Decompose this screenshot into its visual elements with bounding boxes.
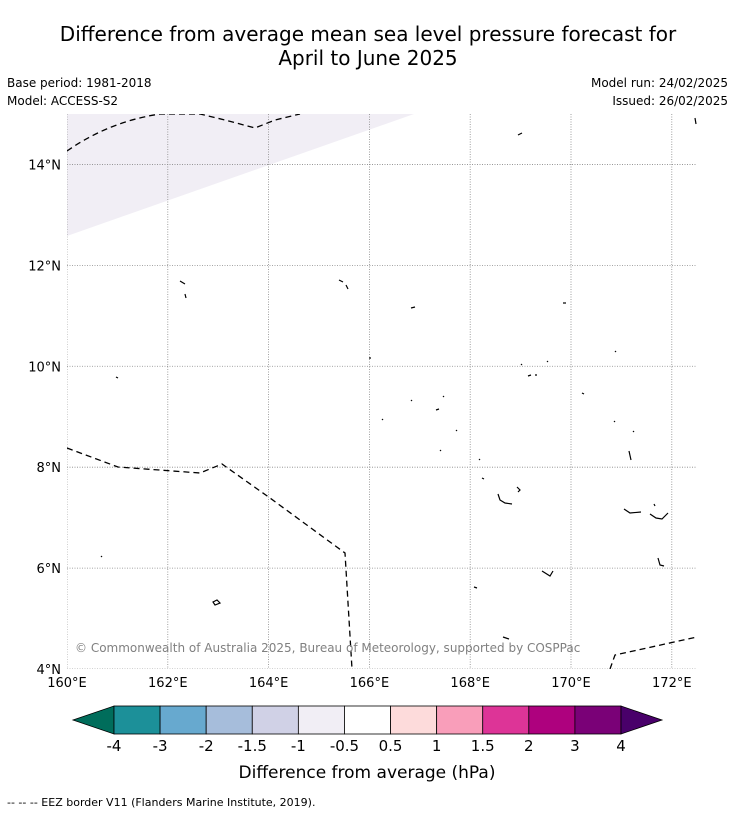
- map-plot-area: © Commonwealth of Australia 2025, Bureau…: [67, 114, 697, 669]
- base-period: Base period: 1981-2018: [7, 76, 152, 90]
- island: [581, 392, 585, 395]
- colorbar-segment: [113, 705, 161, 735]
- colorbar-segment: [344, 705, 391, 735]
- colorbar-tick-label: 3: [570, 737, 580, 755]
- island: [541, 570, 554, 577]
- island: [179, 280, 187, 299]
- x-tick-label: 168°E: [450, 676, 490, 691]
- island: [410, 306, 416, 309]
- y-tick-label: 12°N: [28, 259, 61, 274]
- colorbar: -4 -3 -2 -1.5 -1 -0.5 0.5 1 1.5 2 3 4: [71, 705, 664, 755]
- island: [516, 486, 521, 493]
- island: [502, 636, 510, 640]
- x-tick-label: 164°E: [249, 676, 289, 691]
- meta-right: Model run: 24/02/2025 Issued: 26/02/2025: [591, 74, 728, 110]
- colorbar-tick-label: -4: [107, 737, 122, 755]
- x-tick-label: 160°E: [47, 676, 87, 691]
- island: [520, 360, 549, 366]
- y-tick-label: 10°N: [28, 360, 61, 375]
- island: [653, 503, 656, 507]
- eez-borders: [67, 114, 697, 669]
- x-tick-label: 170°E: [551, 676, 591, 691]
- colorbar-extend-min: [71, 705, 115, 735]
- island: [212, 599, 222, 606]
- islands: [100, 117, 697, 640]
- title-line-1: Difference from average mean sea level p…: [59, 22, 677, 46]
- colorbar-tick-label: -3: [153, 737, 168, 755]
- anomaly-region: [67, 114, 414, 236]
- island: [338, 279, 349, 290]
- island: [613, 420, 635, 433]
- x-tick-label: 172°E: [652, 676, 692, 691]
- map-title: Difference from average mean sea level p…: [0, 22, 736, 70]
- colorbar-segment: [436, 705, 484, 735]
- colorbar-label: Difference from average (hPa): [239, 763, 496, 783]
- issued-date: Issued: 26/02/2025: [612, 94, 728, 108]
- colorbar-tick-label: -1: [291, 737, 306, 755]
- island: [517, 132, 523, 136]
- eez-legend: -- -- -- EEZ border V11 (Flanders Marine…: [7, 796, 316, 809]
- colorbar-segment: [390, 705, 438, 735]
- island: [497, 493, 513, 505]
- island: [649, 512, 669, 520]
- colorbar-segment: [205, 705, 253, 735]
- colorbar-tick-label: -2: [199, 737, 214, 755]
- colorbar-tick-label: 4: [616, 737, 626, 755]
- colorbar-segment: [482, 705, 530, 735]
- colorbar-segment: [251, 705, 299, 735]
- model-name: Model: ACCESS-S2: [7, 94, 119, 108]
- island: [694, 117, 697, 125]
- x-tick-label: 162°E: [148, 676, 188, 691]
- eez-border-west: [67, 447, 353, 669]
- colorbar-segment: [574, 705, 622, 735]
- colorbar-tick-label: 1.5: [471, 737, 495, 755]
- y-tick-label: 4°N: [37, 663, 62, 678]
- island: [614, 350, 617, 353]
- colorbar-tick-label: 0.5: [379, 737, 403, 755]
- copyright-text: © Commonwealth of Australia 2025, Bureau…: [75, 641, 580, 655]
- y-tick-label: 6°N: [37, 562, 62, 577]
- y-tick-label: 8°N: [37, 461, 62, 476]
- colorbar-tick-label: -0.5: [330, 737, 359, 755]
- x-tick-label: 166°E: [350, 676, 390, 691]
- colorbar-segment: [159, 705, 207, 735]
- colorbar-tick-label: 2: [524, 737, 534, 755]
- map-background: [67, 114, 697, 669]
- island: [410, 395, 445, 402]
- eez-border-southeast: [609, 636, 697, 669]
- model-run: Model run: 24/02/2025: [590, 76, 728, 90]
- eez-border-north: [67, 114, 301, 152]
- meta-left: Base period: 1981-2018 Model: ACCESS-S2: [7, 74, 152, 110]
- title-line-2: April to June 2025: [278, 46, 458, 70]
- colorbar-segment: [297, 705, 345, 735]
- y-tick-label: 14°N: [28, 158, 61, 173]
- colorbar-tick-label: 1: [432, 737, 442, 755]
- colorbar-extend-max: [620, 705, 664, 735]
- island: [623, 508, 642, 514]
- island: [100, 555, 103, 558]
- axis-labels: 160°E 162°E 164°E 166°E 168°E 170°E 172°E 4°N 6°…: [28, 158, 691, 691]
- colorbar-tick-label: -1.5: [238, 737, 267, 755]
- island: [115, 376, 119, 379]
- island: [439, 449, 632, 461]
- island: [381, 418, 458, 432]
- island: [657, 557, 665, 567]
- gridlines: [67, 114, 697, 669]
- colorbar-segment: [528, 705, 576, 735]
- island: [527, 374, 537, 377]
- island: [478, 458, 485, 480]
- island: [473, 586, 478, 589]
- island: [435, 408, 440, 411]
